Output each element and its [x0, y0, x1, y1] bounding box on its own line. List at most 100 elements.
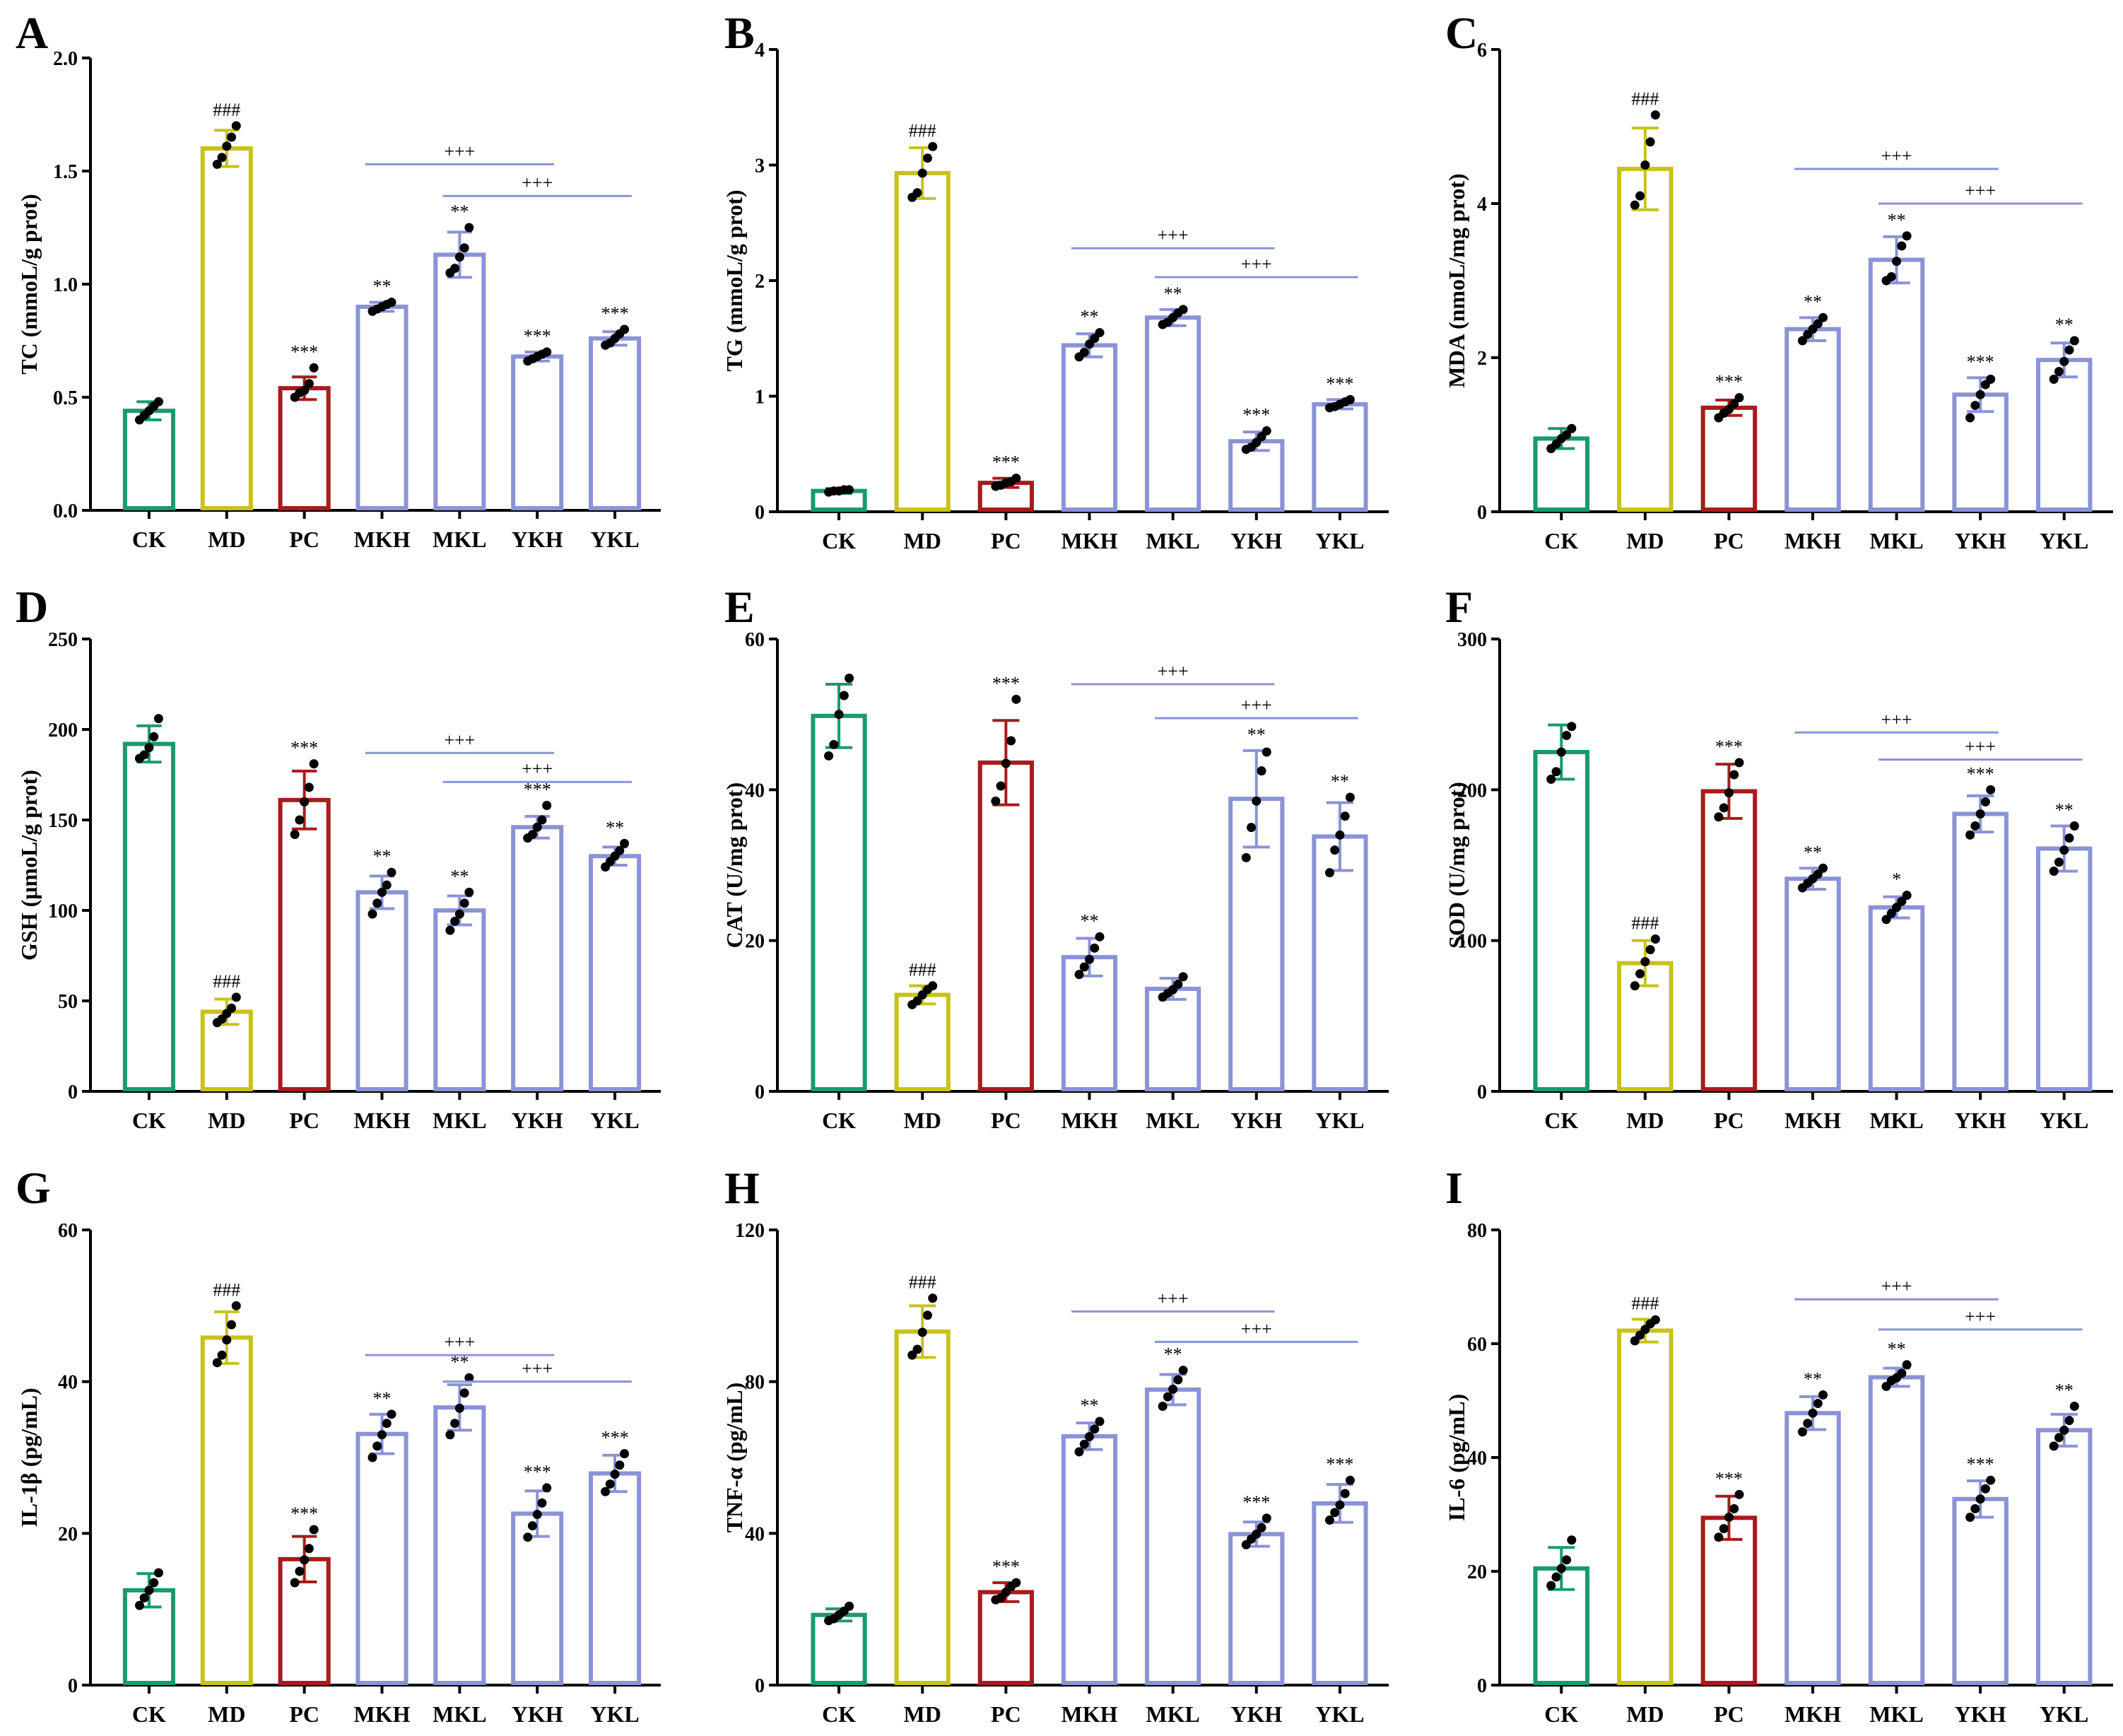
bar-pc [977, 1590, 1034, 1685]
data-point-mkh [1079, 962, 1089, 972]
significance-label-pc: *** [1715, 737, 1743, 757]
data-point-pc [304, 1544, 314, 1554]
x-tick-label-ykl: YKL [590, 1108, 639, 1133]
x-tick-label-mkl: MKL [1146, 1108, 1199, 1133]
x-tick-label-mkl: MKL [1869, 1701, 1923, 1727]
x-tick-label-ck: CK [1544, 528, 1578, 553]
data-point-ck [1567, 1535, 1577, 1545]
x-tick-label-pc: PC [1714, 528, 1744, 553]
data-point-ykl [610, 1470, 620, 1479]
y-tick-label: 20 [745, 931, 765, 953]
data-point-pc [1011, 694, 1021, 704]
data-point-ck [839, 691, 849, 700]
significance-label-md: ### [909, 120, 936, 141]
comparison-label: +++ [1881, 709, 1912, 729]
bar-mkh [1061, 343, 1118, 512]
data-point-md [1650, 934, 1660, 944]
x-tick-label-md: MD [1626, 1108, 1664, 1133]
data-point-md [222, 1335, 232, 1345]
data-point-mkl [450, 264, 460, 274]
data-point-ykh [532, 1510, 542, 1519]
data-point-mkl [450, 916, 460, 926]
data-point-md [1630, 200, 1640, 210]
data-point-md [1650, 1315, 1660, 1325]
data-point-mkl [1897, 241, 1907, 251]
data-point-mkl [445, 925, 455, 935]
significance-label-pc: *** [992, 673, 1020, 693]
y-axis-title: MDA (nmoL/mg prot) [1444, 173, 1469, 387]
data-point-ykl [2069, 1402, 2079, 1412]
data-point-md [231, 992, 241, 1002]
bar-mkh [355, 890, 408, 1092]
bar-pc [278, 386, 331, 511]
bar-ykh [511, 1511, 564, 1686]
data-point-mkl [1902, 231, 1912, 241]
data-point-ykl [1345, 792, 1355, 802]
comparison-label: +++ [1881, 1276, 1912, 1296]
significance-label-pc: *** [290, 341, 318, 362]
significance-label-ykh: *** [1967, 351, 1994, 372]
data-point-mkh [1090, 1424, 1100, 1434]
data-point-ykl [1340, 811, 1350, 821]
comparison-label: +++ [1158, 661, 1189, 681]
panel-b: B 0 1 2 3 4 TG (mmoL/g prot) CK MD ### PC *** MKH ** M… [722, 8, 1389, 553]
x-tick-label-mkl: MKL [433, 1108, 486, 1133]
data-point-ykl [2049, 375, 2059, 385]
bar-ykl [589, 1471, 642, 1686]
y-tick-label: 60 [1467, 1334, 1487, 1356]
data-point-ykh [1980, 797, 1990, 807]
data-point-mkl [1902, 891, 1912, 901]
significance-label-ykl: ** [2055, 800, 2074, 821]
data-point-mkh [387, 867, 396, 877]
x-tick-label-md: MD [904, 528, 941, 553]
data-point-ykh [1262, 426, 1271, 436]
data-point-ykh [1262, 747, 1271, 757]
x-tick-label-pc: PC [991, 528, 1021, 553]
data-point-mkl [445, 1430, 455, 1440]
x-tick-label-pc: PC [1714, 1108, 1744, 1133]
y-tick-label: 4 [755, 40, 765, 61]
data-point-ck [1567, 722, 1577, 732]
data-point-mkh [1074, 1447, 1084, 1457]
x-tick-label-ykh: YKH [1955, 1108, 2006, 1133]
x-tick-label-mkl: MKL [433, 527, 486, 552]
y-tick-label: 0 [1477, 1675, 1487, 1697]
panel-i: I 0 20 40 60 80 IL-6 (pg/mL) CK MD ### PC *** MKH ** M… [1444, 1163, 2113, 1727]
data-point-pc [304, 379, 314, 389]
data-point-md [227, 1320, 237, 1330]
bar-mkh [355, 1431, 408, 1686]
y-tick-label: 2 [1477, 348, 1487, 370]
data-point-md [212, 159, 222, 169]
bar-pc [1700, 1515, 1758, 1686]
x-tick-label-ykl: YKL [1315, 1108, 1364, 1133]
y-axis-title: GSH (μmoL/g prot) [16, 770, 42, 961]
data-point-ykl [601, 1486, 611, 1496]
significance-label-mkh: ** [373, 276, 392, 297]
bar-ck [122, 741, 175, 1091]
data-point-ykh [542, 801, 552, 811]
x-tick-label-ykl: YKL [2040, 1108, 2088, 1133]
data-point-mkh [1797, 336, 1807, 346]
data-point-mkl [1892, 903, 1902, 913]
data-point-mkh [1095, 328, 1105, 338]
significance-label-ykh: *** [1967, 1454, 1994, 1474]
data-point-md [217, 1350, 227, 1360]
data-point-mkh [1813, 319, 1823, 329]
x-tick-label-mkl: MKL [433, 1701, 486, 1727]
data-point-pc [1011, 474, 1021, 483]
bar-md [1617, 166, 1674, 512]
data-point-ck [834, 710, 844, 720]
data-point-pc [295, 1566, 305, 1576]
panel-letter: E [724, 582, 755, 632]
panel-letter: I [1445, 1163, 1463, 1213]
data-point-ykh [527, 1521, 537, 1531]
data-point-ck [1551, 767, 1561, 777]
y-tick-label: 0 [755, 1081, 765, 1103]
significance-label-md: ### [1631, 913, 1659, 934]
data-point-ykl [2059, 845, 2069, 855]
significance-label-ykh: *** [524, 326, 551, 346]
data-point-mkl [1158, 1402, 1168, 1412]
bar-ykl [589, 854, 642, 1091]
data-point-ykl [2054, 367, 2064, 377]
comparison-label: +++ [1241, 254, 1272, 274]
